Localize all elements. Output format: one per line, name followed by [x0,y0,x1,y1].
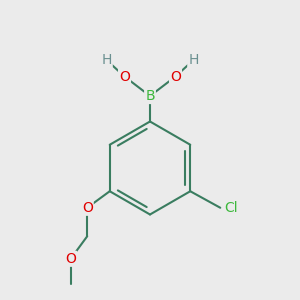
Text: O: O [65,252,76,266]
Text: B: B [145,89,155,103]
Text: H: H [188,53,199,67]
Text: O: O [119,70,130,83]
Text: O: O [170,70,181,83]
Text: O: O [82,201,93,215]
Text: H: H [101,53,112,67]
Text: Cl: Cl [224,201,238,215]
